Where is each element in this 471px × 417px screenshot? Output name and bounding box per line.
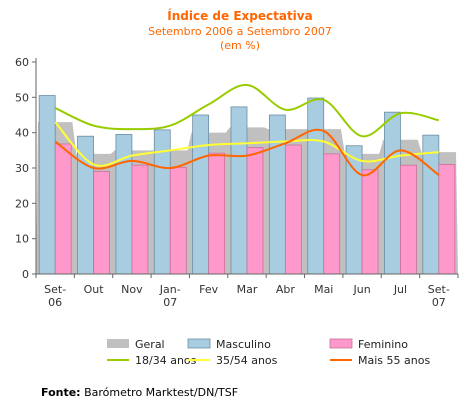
bar-masculino-7 <box>307 97 325 275</box>
y-tick-label-10: 10 <box>15 233 29 246</box>
bar-feminino-5 <box>246 147 264 275</box>
bar-feminino-6 <box>284 144 302 275</box>
bar-feminino-4 <box>208 152 226 275</box>
bar-masculino-0 <box>38 95 56 275</box>
source-text: Barómetro Marktest/DN/TSF <box>80 386 239 399</box>
bar-masculino-6 <box>268 114 286 275</box>
chart-subtitle-line-1: Setembro 2006 a Setembro 2007 <box>148 25 332 38</box>
bar-feminino-7 <box>323 153 341 275</box>
chart-subtitle-line-2: (em %) <box>220 39 260 52</box>
bar-feminino-0 <box>54 143 72 275</box>
source-label: Fonte: <box>41 386 81 399</box>
x-tick-label-10: Set-07 <box>428 283 450 309</box>
x-tick-label-5: Mar <box>237 283 258 296</box>
x-tick-label-line: Out <box>84 283 105 296</box>
x-tick-label-1: Out <box>84 283 105 296</box>
x-tick-label-line: Mar <box>237 283 258 296</box>
bar-masculino-8 <box>345 145 363 275</box>
bar-masculino-10 <box>422 134 440 275</box>
x-tick-label-line: 07 <box>163 296 177 309</box>
bar-feminino-8 <box>361 169 379 275</box>
y-tick-label-30: 30 <box>15 162 29 175</box>
bar-masculino-4 <box>192 114 210 275</box>
legend-swatch-masculino <box>187 338 211 349</box>
bar-masculino-5 <box>230 106 248 275</box>
x-tick-label-8: Jun <box>352 283 370 296</box>
x-tick-label-7: Mai <box>314 283 333 296</box>
y-tick-label-0: 0 <box>22 268 29 281</box>
y-tick-label-60: 60 <box>15 56 29 69</box>
x-tick-label-6: Abr <box>276 283 296 296</box>
series-line-mais-55 <box>54 128 440 177</box>
x-tick-label-0: Set-06 <box>44 283 66 309</box>
x-tick-label-line: Jun <box>352 283 370 296</box>
x-tick-label-line: Set- <box>44 283 66 296</box>
x-tick-label-3: Jan-07 <box>159 283 181 309</box>
source-note: Fonte: Barómetro Marktest/DN/TSF <box>41 386 238 399</box>
legend-swatch-geral <box>107 339 129 348</box>
x-tick-label-line: Mai <box>314 283 333 296</box>
legend-label-mais-55-anos: Mais 55 anos <box>358 354 430 367</box>
legend-swatch-feminino <box>329 338 353 349</box>
legend-label-masculino: Masculino <box>216 338 271 351</box>
x-tick-label-4: Fev <box>199 283 218 296</box>
x-tick-label-line: Set- <box>428 283 450 296</box>
legend: Geral Masculino Feminino 18/34 anos 35/54 an… <box>107 338 430 367</box>
series-line-35-54 <box>54 121 439 167</box>
y-tick-label-20: 20 <box>15 197 29 210</box>
bar-feminino-2 <box>131 164 149 275</box>
bar-masculino-1 <box>77 135 94 275</box>
x-tick-label-9: Jul <box>393 283 407 296</box>
legend-label-18-34-anos: 18/34 anos <box>135 354 197 367</box>
y-tick-label-40: 40 <box>15 127 29 140</box>
legend-label-35-54-anos: 35/54 anos <box>216 354 278 367</box>
x-tick-label-line: Fev <box>199 283 218 296</box>
legend-label-geral: Geral <box>135 338 165 351</box>
x-tick-label-line: Jan- <box>159 283 181 296</box>
chart-title: Índice de Expectativa <box>167 8 312 23</box>
y-tick-label-50: 50 <box>15 91 29 104</box>
x-tick-label-line: 07 <box>432 296 446 309</box>
legend-label-feminino: Feminino <box>358 338 408 351</box>
bar-feminino-1 <box>93 171 110 275</box>
x-tick-label-line: Abr <box>276 283 296 296</box>
x-tick-label-line: Jul <box>393 283 407 296</box>
x-tick-label-line: Nov <box>121 283 143 296</box>
x-tick-label-line: 06 <box>48 296 62 309</box>
bar-feminino-9 <box>400 164 417 275</box>
bar-feminino-3 <box>169 166 187 275</box>
bar-masculino-9 <box>384 111 401 275</box>
series-line-18-34 <box>54 83 440 138</box>
x-tick-label-2: Nov <box>121 283 143 296</box>
bar-feminino-10 <box>438 164 456 275</box>
